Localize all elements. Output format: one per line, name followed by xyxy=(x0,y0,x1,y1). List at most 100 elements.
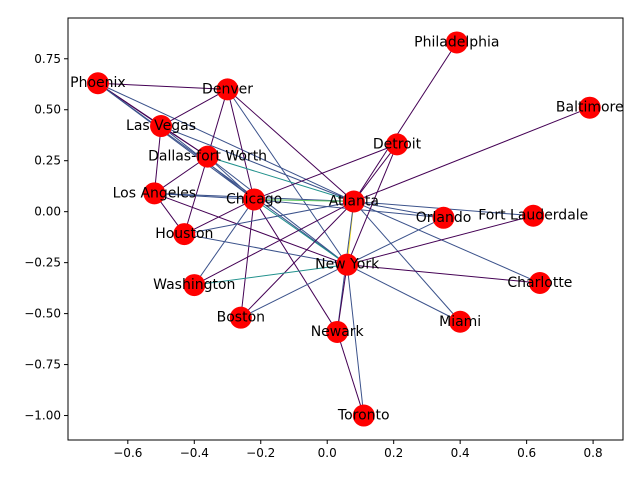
node-label-houston: Houston xyxy=(155,226,213,242)
node-label-philadelphia: Philadelphia xyxy=(414,34,499,50)
node-newark xyxy=(326,320,349,343)
edge-denver-chicago xyxy=(227,89,255,200)
edge-atlanta-orlando xyxy=(353,200,444,219)
node-labels-layer: Philadelphia Phoenix Denver Baltimore Las Ve… xyxy=(70,34,623,423)
edge-las-vegas-atlanta xyxy=(160,125,354,202)
edge-dallas-fort-worth-atlanta xyxy=(207,156,354,202)
y-tick-label: −0.25 xyxy=(24,256,61,270)
node-label-denver: Denver xyxy=(202,81,253,97)
node-label-fort-lauderdale: Fort Lauderdale xyxy=(478,208,588,224)
edge-new-york-washington xyxy=(194,264,348,286)
edge-atlanta-philadelphia xyxy=(353,42,458,202)
node-baltimore xyxy=(578,96,601,119)
y-tick-label: 0.50 xyxy=(34,103,61,117)
node-label-newark: Newark xyxy=(311,324,365,340)
node-boston xyxy=(229,306,252,329)
edge-las-vegas-los-angeles xyxy=(153,125,162,194)
node-dallas-fort-worth xyxy=(196,145,219,168)
node-label-washington: Washington xyxy=(153,277,235,293)
node-houston xyxy=(173,223,196,246)
edge-phoenix-denver xyxy=(97,82,228,90)
edge-denver-las-vegas xyxy=(160,88,228,127)
axes-frame xyxy=(67,17,624,441)
edge-new-york-charlotte xyxy=(347,264,540,284)
node-label-atlanta: Atlanta xyxy=(329,193,379,209)
node-label-dallas-fort-worth: Dallas-fort Worth xyxy=(148,149,267,165)
x-tick-label: −0.6 xyxy=(113,446,142,460)
edge-new-york-toronto xyxy=(346,264,365,416)
node-phoenix xyxy=(86,72,109,95)
edge-chicago-houston xyxy=(184,198,255,235)
edge-chicago-washington xyxy=(193,199,255,286)
node-label-charlotte: Charlotte xyxy=(507,275,572,291)
node-orlando xyxy=(432,206,455,229)
edge-new-york-houston xyxy=(184,233,348,266)
edge-denver-new-york xyxy=(227,89,348,265)
edge-new-york-detroit xyxy=(346,144,398,265)
y-tick-label: −1.00 xyxy=(24,409,61,423)
edge-new-york-fort-lauderdale xyxy=(347,215,534,266)
edge-new-york-miami xyxy=(346,264,461,323)
x-tick-label: 0.6 xyxy=(517,446,536,460)
x-tick-label: 0.2 xyxy=(384,446,403,460)
edge-atlanta-houston xyxy=(184,200,354,235)
x-tick-label: −0.2 xyxy=(246,446,275,460)
node-label-phoenix: Phoenix xyxy=(70,75,126,91)
node-atlanta xyxy=(342,190,365,213)
x-tick-label: 0.8 xyxy=(584,446,603,460)
edge-denver-atlanta xyxy=(227,88,355,202)
y-tick-label: −0.75 xyxy=(24,358,61,372)
edge-atlanta-miami xyxy=(353,201,461,323)
node-label-las-vegas: Las Vegas xyxy=(126,118,196,134)
node-label-toronto: Toronto xyxy=(337,408,390,424)
edge-phoenix-atlanta xyxy=(97,82,355,202)
edge-new-york-newark xyxy=(336,264,348,333)
edge-atlanta-charlotte xyxy=(353,201,541,284)
node-miami xyxy=(449,310,472,333)
edge-atlanta-baltimore xyxy=(353,107,590,202)
node-toronto xyxy=(352,404,375,427)
node-label-baltimore: Baltimore xyxy=(556,100,624,116)
edge-atlanta-washington xyxy=(194,201,355,286)
node-fort-lauderdale xyxy=(522,204,545,227)
node-label-miami: Miami xyxy=(439,314,481,330)
edge-newark-toronto xyxy=(336,331,365,416)
edge-atlanta-detroit xyxy=(353,144,398,202)
y-tick-label: 0.00 xyxy=(34,205,61,219)
x-axis: −0.6 −0.4 −0.2 0.0 0.2 0.4 0.6 0.8 xyxy=(113,440,603,460)
node-label-detroit: Detroit xyxy=(373,136,422,152)
y-tick-label: −0.50 xyxy=(24,307,61,321)
node-chicago xyxy=(243,188,266,211)
nodes-layer xyxy=(86,31,601,427)
edge-chicago-boston xyxy=(240,199,255,318)
node-los-angeles xyxy=(143,182,166,205)
node-new-york xyxy=(336,253,359,276)
edge-chicago-new-york xyxy=(253,199,348,266)
node-denver xyxy=(216,78,239,101)
y-tick-label: 0.25 xyxy=(34,154,61,168)
node-label-chicago: Chicago xyxy=(226,191,282,207)
x-tick-label: −0.4 xyxy=(180,446,209,460)
y-tick-label: 0.75 xyxy=(34,52,61,66)
node-washington xyxy=(183,274,206,297)
node-philadelphia xyxy=(445,31,468,54)
node-label-new-york: New York xyxy=(315,257,380,273)
edge-chicago-atlanta xyxy=(254,198,354,202)
node-detroit xyxy=(386,133,409,156)
edge-new-york-orlando xyxy=(346,217,444,266)
edge-dallas-fort-worth-new-york xyxy=(207,156,348,266)
x-tick-label: 0.0 xyxy=(318,446,337,460)
node-las-vegas xyxy=(150,115,173,138)
node-label-los-angeles: Los Angeles xyxy=(113,185,197,201)
y-axis: 0.75 0.50 0.25 0.00 −0.25 −0.50 −0.75 −1.00 xyxy=(24,52,68,423)
node-charlotte xyxy=(528,272,551,295)
node-label-boston: Boston xyxy=(217,310,265,326)
edge-new-york-boston xyxy=(240,264,348,319)
edge-chicago-newark xyxy=(253,199,338,333)
edge-atlanta-boston xyxy=(240,201,355,319)
edge-chicago-detroit xyxy=(253,143,398,200)
x-tick-label: 0.4 xyxy=(451,446,470,460)
node-label-orlando: Orlando xyxy=(416,210,472,226)
